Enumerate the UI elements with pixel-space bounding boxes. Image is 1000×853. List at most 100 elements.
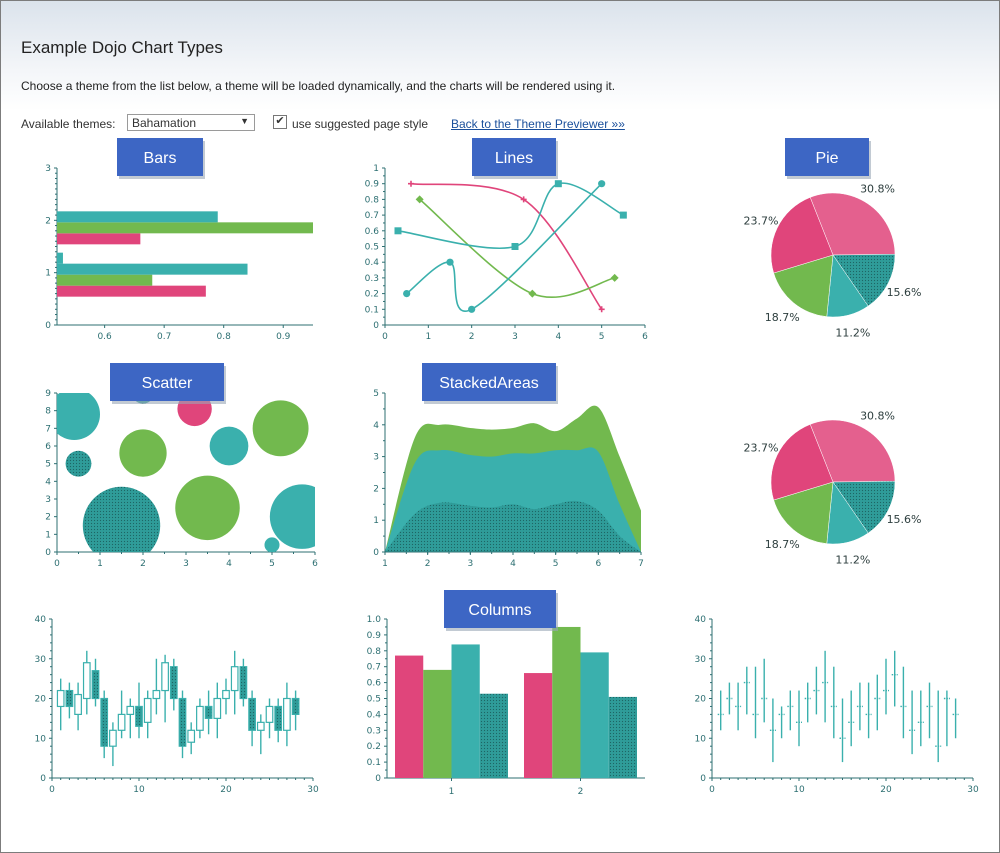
series-line <box>419 198 615 299</box>
candle-body <box>143 697 152 723</box>
y-tick-label: 0 <box>375 774 381 784</box>
themes-label: Available themes: <box>21 117 116 131</box>
pie-slice-label: 15.6% <box>887 286 922 299</box>
x-tick-label: 1 <box>382 559 388 569</box>
y-tick-label: 0.4 <box>365 258 380 268</box>
x-tick-label: 1 <box>97 559 103 569</box>
y-tick-label: 0.8 <box>365 195 380 205</box>
chart-title: Bars <box>144 150 177 167</box>
x-tick-label: 0.6 <box>97 332 112 342</box>
x-tick-label: 30 <box>967 785 979 795</box>
y-tick-label: 9 <box>45 389 51 399</box>
bar <box>57 233 141 245</box>
x-tick-label: 0 <box>54 559 60 569</box>
page-description: Choose a theme from the list below, a th… <box>21 79 616 93</box>
candle-body <box>100 697 109 747</box>
candle-body <box>117 713 126 731</box>
y-tick-label: 40 <box>35 615 47 625</box>
line-marker <box>446 258 454 266</box>
line-marker <box>415 195 424 204</box>
pie-slice-label: 11.2% <box>835 326 870 339</box>
y-tick-label: 0.2 <box>365 290 379 300</box>
x-tick-label: 3 <box>467 559 473 569</box>
x-tick-label: 2 <box>578 787 584 797</box>
candle-body <box>178 697 187 747</box>
x-tick-label: 6 <box>642 332 648 342</box>
y-tick-label: 1 <box>45 530 51 540</box>
candle-body <box>196 705 204 731</box>
x-tick-label: 0.9 <box>276 332 291 342</box>
chart-pie: 30.8% 15.6% 11.2% 18.7% 23.7% Pie <box>743 138 922 339</box>
theme-select[interactable]: Bahamation ▼ <box>127 114 255 131</box>
x-tick-label: 5 <box>553 559 559 569</box>
x-tick-label: 2 <box>425 559 431 569</box>
back-to-previewer-link[interactable]: Back to the Theme Previewer »» <box>451 117 625 131</box>
y-tick-label: 0.8 <box>367 647 382 657</box>
chart-title: StackedAreas <box>439 375 539 392</box>
chart-title-button <box>110 363 224 401</box>
y-tick-label: 3 <box>45 164 51 174</box>
bar <box>57 274 153 286</box>
column-bar <box>423 669 452 778</box>
y-tick-label: 0 <box>700 774 706 784</box>
y-tick-label: 8 <box>45 407 51 417</box>
x-tick-label: 30 <box>307 785 319 795</box>
chart-title: Scatter <box>142 375 193 392</box>
candle-body <box>109 729 117 747</box>
chart-ohlc-8: 0 10 20 30 40 0 10 20 30 <box>695 615 979 795</box>
y-tick-label: 30 <box>695 655 707 665</box>
y-tick-label: 1 <box>373 516 379 526</box>
y-tick-label: 0.9 <box>367 631 382 641</box>
candle-body <box>91 670 100 700</box>
suggested-style-label: use suggested page style <box>292 117 429 131</box>
x-tick-label: 5 <box>599 332 605 342</box>
chart-title-button <box>785 138 869 176</box>
y-tick-label: 0.1 <box>365 305 379 315</box>
y-tick-label: 7 <box>45 424 51 434</box>
candle-body <box>222 689 230 700</box>
y-tick-label: 0.9 <box>365 180 380 190</box>
x-tick-label: 4 <box>555 332 561 342</box>
candle-body <box>239 666 248 700</box>
pie-slice-label: 18.7% <box>765 538 800 551</box>
y-tick-label: 0.1 <box>367 758 381 768</box>
pie-slice-label: 23.7% <box>743 441 778 454</box>
line-marker <box>598 306 605 313</box>
pie-slice <box>773 254 834 317</box>
pie-slice <box>832 480 896 534</box>
y-tick-label: 1 <box>373 164 379 174</box>
candle-body <box>213 697 222 719</box>
pie-slice-label: 18.7% <box>765 311 800 324</box>
x-tick-label: 4 <box>510 559 516 569</box>
column-bar <box>479 693 508 778</box>
suggested-style-checkbox[interactable]: ✔ <box>273 115 287 129</box>
bubble <box>209 426 249 466</box>
pie-slice-label: 30.8% <box>860 183 895 196</box>
pie-slice-label: 30.8% <box>860 410 895 423</box>
candle-body <box>291 697 300 715</box>
y-tick-label: 30 <box>35 655 47 665</box>
y-tick-label: 0 <box>373 321 379 331</box>
scatter-points <box>57 393 315 552</box>
bubble <box>252 400 309 457</box>
chart-columns: 0 0.1 0.2 0.3 0.4 0.5 0.6 0.7 0.8 0.9 1.0 1 2 Columns <box>367 590 645 797</box>
x-tick-label: 3 <box>183 559 189 569</box>
chart-title: Columns <box>468 602 531 619</box>
x-tick-label: 0 <box>382 332 388 342</box>
y-tick-label: 0 <box>45 321 51 331</box>
bubble <box>82 486 161 552</box>
column-bar <box>395 655 424 778</box>
line-marker <box>598 180 606 188</box>
column-bar <box>524 673 553 778</box>
x-tick-label: 0.7 <box>157 332 171 342</box>
line-marker <box>468 305 476 313</box>
chart-scatter: 0 1 2 3 4 5 6 7 8 9 0 1 2 3 4 5 6 Scatter <box>45 363 318 569</box>
bar <box>57 252 63 264</box>
y-tick-label: 0.4 <box>367 710 382 720</box>
x-tick-label: 20 <box>880 785 892 795</box>
y-tick-label: 1 <box>45 269 51 279</box>
y-tick-label: 0.7 <box>365 211 379 221</box>
pie-slice-label: 15.6% <box>887 513 922 526</box>
line-marker <box>511 243 519 250</box>
y-tick-label: 3 <box>45 495 51 505</box>
